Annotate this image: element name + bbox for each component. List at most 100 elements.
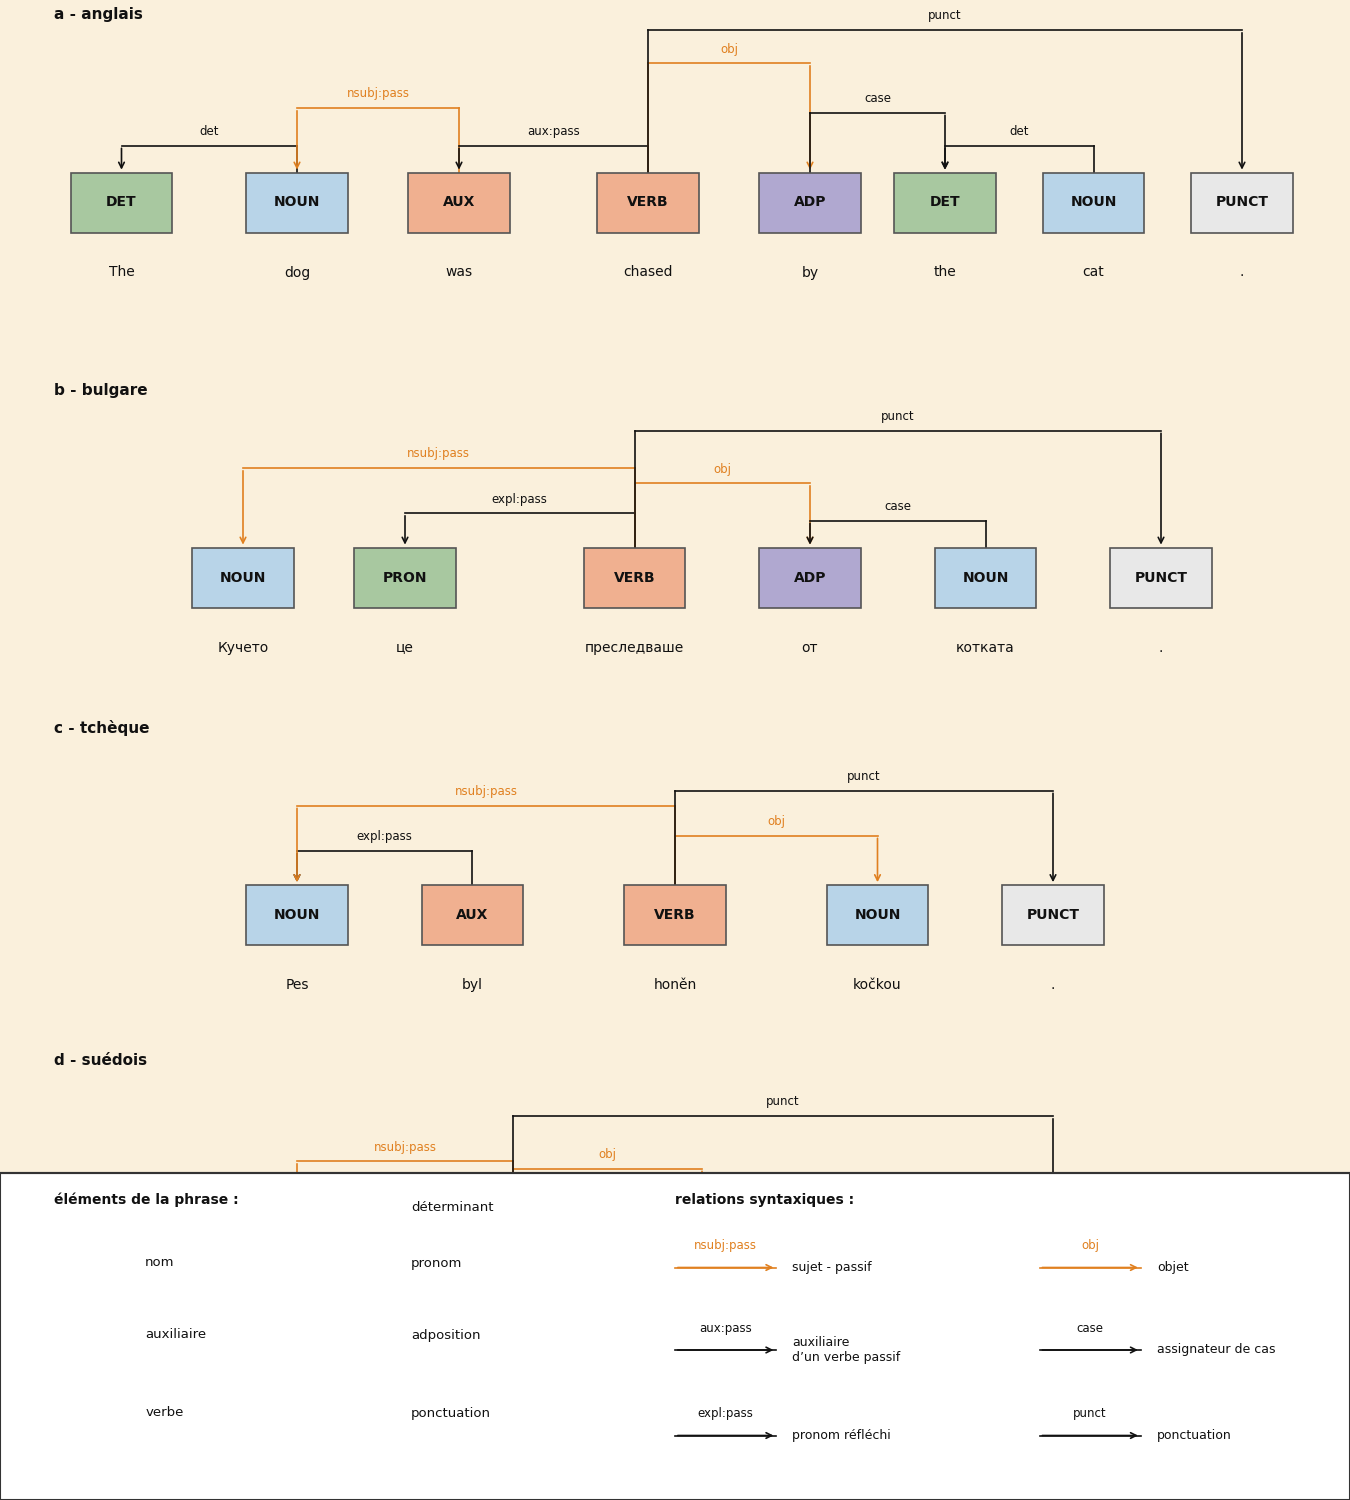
Text: nom: nom [146, 1257, 174, 1269]
Text: NOUN: NOUN [855, 908, 900, 922]
Text: aux:pass: aux:pass [699, 1322, 752, 1335]
Text: NOUN: NOUN [274, 1240, 320, 1256]
FancyBboxPatch shape [1042, 172, 1143, 232]
Text: kočkou: kočkou [853, 978, 902, 992]
Text: cat: cat [1083, 266, 1104, 279]
FancyBboxPatch shape [246, 1218, 348, 1278]
Text: DET: DET [930, 195, 960, 210]
Text: honěn: honěn [653, 978, 697, 992]
FancyBboxPatch shape [1002, 885, 1104, 945]
Text: case: case [864, 92, 891, 105]
FancyBboxPatch shape [421, 885, 522, 945]
Text: PUNCT: PUNCT [1215, 195, 1269, 210]
Text: Pes: Pes [285, 978, 309, 992]
FancyBboxPatch shape [934, 548, 1037, 608]
Text: котката: котката [956, 640, 1015, 654]
FancyBboxPatch shape [246, 172, 348, 232]
Text: expl:pass: expl:pass [356, 830, 413, 843]
Text: PUNCT: PUNCT [1134, 570, 1188, 585]
Text: adposition: adposition [410, 1329, 481, 1341]
Text: éléments de la phrase :: éléments de la phrase : [54, 1192, 239, 1208]
FancyBboxPatch shape [759, 172, 860, 232]
Text: case: case [884, 500, 911, 513]
Text: nsubj:pass: nsubj:pass [694, 1239, 757, 1252]
Text: AUX: AUX [443, 195, 475, 210]
Text: NOUN: NOUN [274, 908, 320, 922]
Text: punct: punct [848, 770, 880, 783]
Text: AUX: AUX [77, 1329, 107, 1341]
Text: a - anglais: a - anglais [54, 8, 143, 22]
Text: punct: punct [882, 410, 914, 423]
Text: от: от [802, 640, 818, 654]
Text: det: det [200, 124, 219, 138]
Text: VERB: VERB [73, 1407, 111, 1419]
Text: punct: punct [1073, 1407, 1107, 1420]
FancyBboxPatch shape [70, 172, 173, 232]
Text: .: . [1050, 978, 1056, 992]
Text: Hunden: Hunden [270, 1311, 324, 1324]
FancyBboxPatch shape [624, 885, 726, 945]
Text: NOUN: NOUN [220, 570, 266, 585]
Text: objet: objet [1157, 1262, 1188, 1274]
Text: PRON: PRON [383, 570, 427, 585]
Text: VERB: VERB [614, 570, 655, 585]
Text: expl:pass: expl:pass [698, 1407, 753, 1420]
Text: nsubj:pass: nsubj:pass [455, 784, 517, 798]
Text: punct: punct [767, 1095, 799, 1108]
FancyBboxPatch shape [651, 1218, 753, 1278]
Text: det: det [1010, 124, 1029, 138]
Text: PUNCT: PUNCT [1026, 908, 1080, 922]
Text: The: The [108, 266, 135, 279]
FancyBboxPatch shape [462, 1218, 564, 1278]
FancyBboxPatch shape [826, 885, 929, 945]
Text: the: the [934, 266, 956, 279]
FancyBboxPatch shape [321, 1386, 396, 1440]
Text: NOUN: NOUN [72, 1257, 112, 1269]
Text: relations syntaxiques :: relations syntaxiques : [675, 1192, 855, 1208]
Text: .: . [1239, 266, 1245, 279]
Text: NOUN: NOUN [274, 195, 320, 210]
FancyBboxPatch shape [321, 1236, 396, 1290]
Text: obj: obj [767, 815, 786, 828]
FancyBboxPatch shape [55, 1386, 130, 1440]
Text: Кучето: Кучето [217, 640, 269, 654]
Text: NOUN: NOUN [1071, 195, 1116, 210]
Text: assignateur de cas: assignateur de cas [1157, 1344, 1276, 1356]
FancyBboxPatch shape [55, 1236, 130, 1290]
Text: ponctuation: ponctuation [1157, 1430, 1231, 1442]
Text: byl: byl [462, 978, 483, 992]
Text: sujet - passif: sujet - passif [792, 1262, 872, 1274]
Text: by: by [802, 266, 818, 279]
Text: case: case [1077, 1322, 1104, 1335]
Text: nsubj:pass: nsubj:pass [408, 447, 470, 460]
Text: auxiliaire
d’un verbe passif: auxiliaire d’un verbe passif [792, 1336, 900, 1364]
Text: DET: DET [344, 1202, 371, 1214]
Text: verbe: verbe [146, 1407, 184, 1419]
FancyBboxPatch shape [0, 1173, 1350, 1500]
FancyBboxPatch shape [321, 1308, 396, 1362]
Text: expl:pass: expl:pass [491, 492, 548, 506]
Text: ADP: ADP [686, 1240, 718, 1256]
FancyBboxPatch shape [597, 172, 699, 232]
Text: jagades: jagades [486, 1311, 540, 1324]
Text: was: was [446, 266, 472, 279]
Text: obj: obj [720, 42, 738, 56]
FancyBboxPatch shape [409, 172, 510, 232]
Text: chased: chased [624, 266, 672, 279]
Text: VERB: VERB [493, 1240, 533, 1256]
Text: .: . [1050, 1311, 1056, 1324]
Text: d - suédois: d - suédois [54, 1053, 147, 1068]
Text: déterminant: déterminant [410, 1202, 494, 1214]
Text: pronom réfléchi: pronom réfléchi [792, 1430, 891, 1442]
Text: ADP: ADP [794, 570, 826, 585]
Text: AUX: AUX [456, 908, 489, 922]
FancyBboxPatch shape [1002, 1218, 1104, 1278]
Text: PUNCT: PUNCT [1026, 1240, 1080, 1256]
FancyBboxPatch shape [583, 548, 684, 608]
Text: punct: punct [929, 9, 961, 22]
Text: NOUN: NOUN [963, 570, 1008, 585]
FancyBboxPatch shape [759, 548, 860, 608]
Text: b - bulgare: b - bulgare [54, 382, 147, 398]
FancyBboxPatch shape [246, 885, 348, 945]
Text: nsubj:pass: nsubj:pass [347, 87, 409, 100]
